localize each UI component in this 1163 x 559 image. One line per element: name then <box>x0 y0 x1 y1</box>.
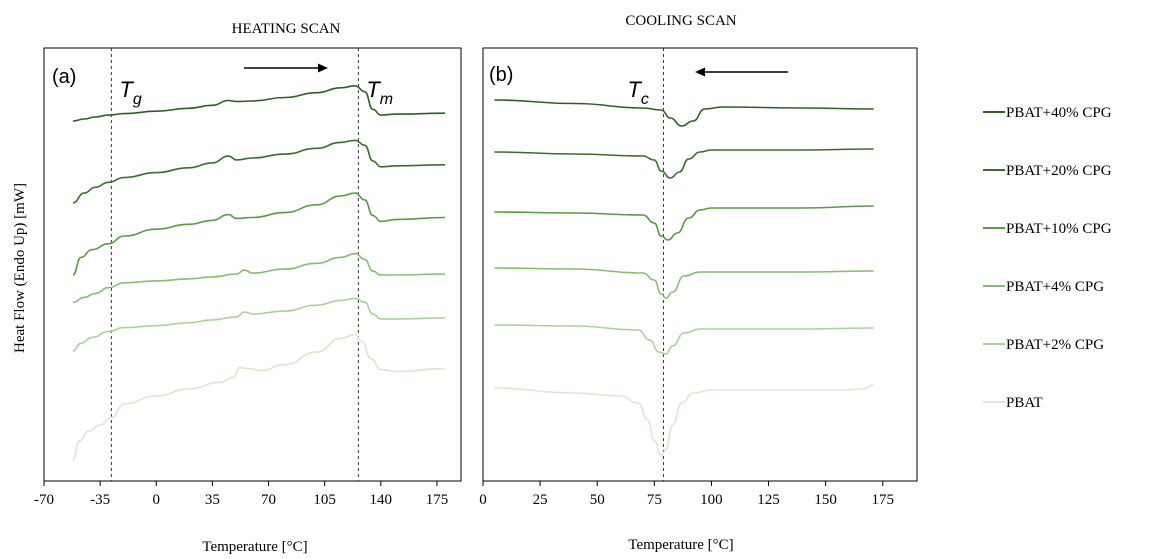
legend-label: PBAT <box>1006 395 1043 411</box>
cooling-series-pbat-20-cpg <box>494 148 874 179</box>
cooling-series-pbat <box>494 384 874 457</box>
cooling-x-tick-label: 25 <box>533 492 548 508</box>
cooling-plot: 0 25 50 75 100 125 150 175 Tc <box>479 48 894 508</box>
heating-series-pbat <box>72 333 446 462</box>
marker-label-Tg: Tg <box>119 77 141 108</box>
cooling-direction-arrow <box>695 67 788 77</box>
y-axis-label: Heat Flow (Endo Up) [mW] <box>12 183 28 353</box>
marker-label-Tm: Tm <box>366 77 393 108</box>
cooling-x-tick-label: 50 <box>590 492 605 508</box>
cooling-x-tick-label: 100 <box>700 492 723 508</box>
heating-x-tick-label: 105 <box>313 492 336 508</box>
heating-x-tick-label: -70 <box>34 492 54 508</box>
cooling-x-axis-label: Temperature [°C] <box>628 537 733 553</box>
heating-panel-frame <box>43 47 462 482</box>
heating-series-pbat-2-cpg <box>72 297 446 352</box>
heating-plot: -70 -35 0 35 70 105 140 175 Tg Tm <box>34 48 448 508</box>
legend-label: PBAT+2% CPG <box>1006 337 1104 353</box>
legend-label: PBAT+20% CPG <box>1006 163 1112 179</box>
legend-label: PBAT+40% CPG <box>1006 105 1112 121</box>
cooling-series-pbat-40-cpg <box>494 99 874 127</box>
heating-direction-arrow <box>244 63 328 73</box>
heating-series-pbat-10-cpg <box>72 192 446 276</box>
panel-label-a: (a) <box>52 66 76 88</box>
cooling-series-pbat-10-cpg <box>494 205 874 241</box>
heating-x-tick-label: 140 <box>370 492 393 508</box>
heating-scan-title: HEATING SCAN <box>232 21 341 37</box>
heating-series-pbat-4-cpg <box>72 252 446 304</box>
panel-label-b: (b) <box>489 64 513 86</box>
heating-x-tick-label: 35 <box>205 492 220 508</box>
cooling-panel-frame <box>482 47 918 482</box>
heating-series-pbat-20-cpg <box>72 139 446 204</box>
cooling-scan-title: COOLING SCAN <box>625 13 736 29</box>
legend-label: PBAT+10% CPG <box>1006 221 1112 237</box>
heating-x-tick-label: 0 <box>153 492 161 508</box>
cooling-series-pbat-4-cpg <box>494 267 874 299</box>
cooling-x-tick-label: 0 <box>479 492 487 508</box>
cooling-series-pbat-2-cpg <box>494 324 874 355</box>
heating-x-tick-label: -35 <box>90 492 110 508</box>
heating-x-axis-label: Temperature [°C] <box>202 539 307 555</box>
legend-label: PBAT+4% CPG <box>1006 279 1104 295</box>
heating-series-pbat-40-cpg <box>72 85 446 122</box>
cooling-x-tick-label: 175 <box>871 492 894 508</box>
legend: PBAT+40% CPG PBAT+20% CPG PBAT+10% CPG PBAT… <box>983 105 1112 411</box>
heating-x-tick-label: 175 <box>426 492 449 508</box>
heating-x-tick-label: 70 <box>261 492 276 508</box>
cooling-x-tick-label: 150 <box>814 492 837 508</box>
cooling-x-tick-label: 75 <box>647 492 662 508</box>
marker-label-Tc: Tc <box>627 77 648 108</box>
cooling-x-tick-label: 125 <box>757 492 780 508</box>
